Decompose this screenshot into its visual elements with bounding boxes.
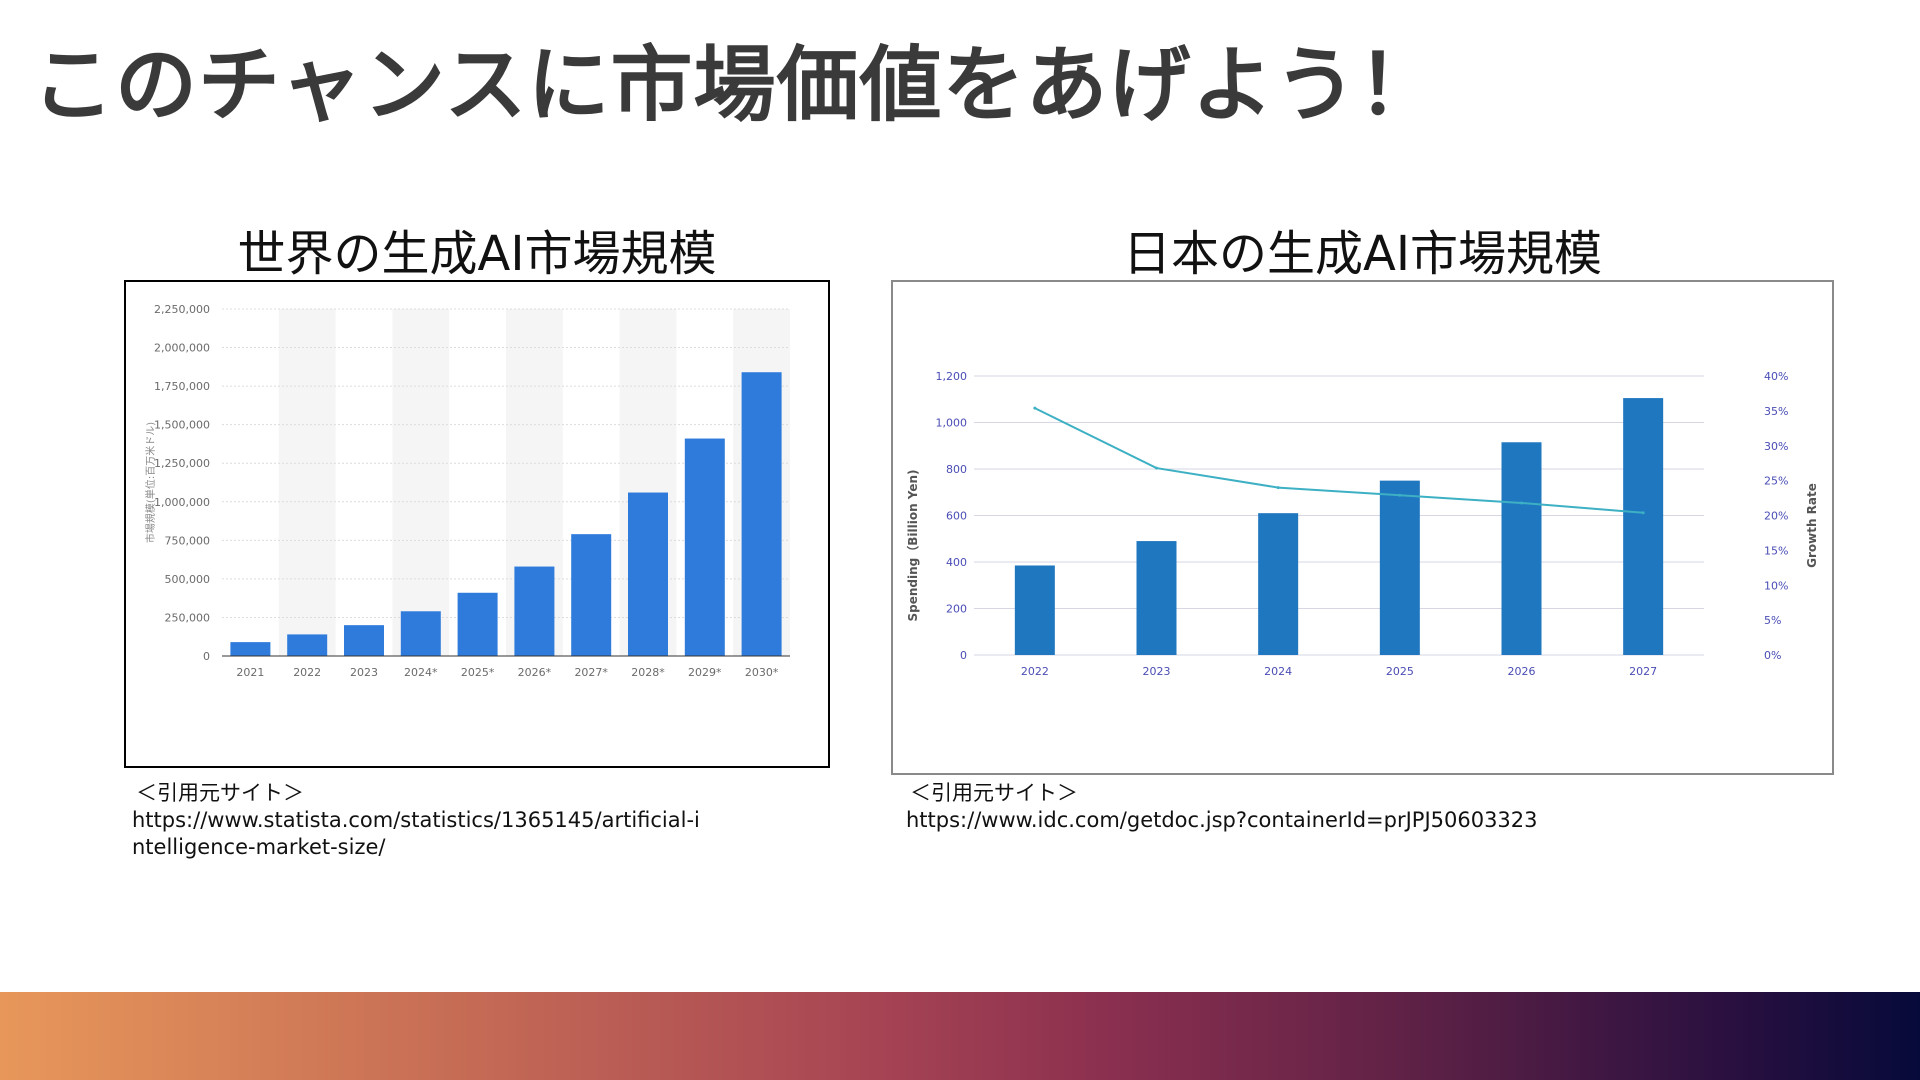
left-chart-heading: 世界の生成AI市場規模 bbox=[237, 226, 717, 282]
bar bbox=[400, 611, 441, 656]
right-source-url[interactable]: https://www.idc.com/getdoc.jsp?container… bbox=[906, 808, 1538, 832]
y2-tick-label: 35% bbox=[1764, 405, 1788, 418]
bar bbox=[1379, 480, 1420, 655]
left-source: ＜引用元サイト＞ https://www.statista.com/statis… bbox=[132, 780, 712, 861]
x-tick-label: 2023 bbox=[350, 666, 378, 679]
y-tick-label: 500,000 bbox=[165, 573, 211, 586]
japan-market-chart: 0 200 400 600 800 1,000 1,200 0% 5% 10% 15% 20% 25% 3… bbox=[891, 280, 1834, 775]
left-source-label: ＜引用元サイト＞ bbox=[136, 781, 304, 805]
bar bbox=[1014, 565, 1055, 655]
growth-rate-point bbox=[1033, 406, 1037, 410]
growth-rate-point bbox=[1276, 486, 1280, 490]
y-tick-label: 1,500,000 bbox=[154, 419, 210, 432]
y-tick-label: 2,250,000 bbox=[154, 303, 210, 316]
right-source-label: ＜引用元サイト＞ bbox=[910, 781, 1078, 805]
x-tick-label: 2027* bbox=[574, 666, 608, 679]
bar bbox=[457, 592, 498, 656]
y-tick-label: 1,750,000 bbox=[154, 380, 210, 393]
y-tick-label: 200 bbox=[946, 603, 967, 616]
y2-tick-label: 10% bbox=[1764, 579, 1788, 592]
x-tick-label: 2022 bbox=[293, 666, 321, 679]
bar bbox=[1136, 541, 1177, 655]
x-tick-label: 2026 bbox=[1508, 665, 1536, 678]
x-tick-label: 2023 bbox=[1143, 665, 1171, 678]
y-tick-label: 1,200 bbox=[936, 370, 968, 383]
growth-rate-point bbox=[1520, 501, 1523, 505]
y-tick-label: 1,000,000 bbox=[154, 496, 210, 509]
y2-tick-label: 15% bbox=[1764, 544, 1788, 557]
x-tick-label: 2029* bbox=[688, 666, 722, 679]
bar bbox=[514, 566, 555, 656]
y-tick-label: 1,000 bbox=[936, 417, 968, 430]
y2-tick-label: 20% bbox=[1764, 510, 1788, 523]
bar bbox=[230, 642, 271, 656]
x-tick-label: 2028* bbox=[631, 666, 665, 679]
global-market-chart-svg: 0 250,000 500,000 750,000 1,000,000 1,250,000… bbox=[144, 303, 790, 679]
x-tick-label: 2025* bbox=[461, 666, 495, 679]
column-band bbox=[392, 309, 450, 656]
bar bbox=[344, 625, 384, 656]
global-market-chart: 0 250,000 500,000 750,000 1,000,000 1,250,000… bbox=[124, 280, 830, 768]
y-axis-label: Spending（Billion Yen) bbox=[905, 469, 920, 621]
y-tick-label: 800 bbox=[946, 463, 967, 476]
y2-tick-label: 40% bbox=[1764, 370, 1788, 383]
growth-rate-line bbox=[1034, 407, 1644, 514]
growth-rate-point bbox=[1641, 511, 1645, 515]
right-source: ＜引用元サイト＞ https://www.idc.com/getdoc.jsp?… bbox=[906, 780, 1806, 834]
column-band bbox=[278, 309, 336, 656]
left-source-url[interactable]: https://www.statista.com/statistics/1365… bbox=[132, 808, 700, 859]
y2-axis-label: Growth Rate bbox=[1805, 483, 1819, 568]
y-tick-label: 2,000,000 bbox=[154, 342, 210, 355]
bar bbox=[741, 372, 782, 656]
y2-tick-label: 5% bbox=[1764, 614, 1781, 627]
growth-rate-point bbox=[1155, 466, 1158, 470]
bar bbox=[684, 438, 725, 656]
bar bbox=[571, 534, 612, 656]
y-tick-label: 400 bbox=[946, 556, 967, 569]
y-tick-label: 250,000 bbox=[165, 611, 211, 624]
x-tick-label: 2024* bbox=[404, 666, 438, 679]
bar bbox=[628, 492, 668, 656]
x-tick-label: 2024 bbox=[1264, 665, 1292, 678]
x-tick-label: 2022 bbox=[1021, 665, 1049, 678]
y2-tick-label: 25% bbox=[1764, 475, 1788, 488]
bar bbox=[1258, 513, 1299, 655]
y-tick-label: 750,000 bbox=[165, 534, 211, 547]
y-tick-label: 600 bbox=[946, 510, 967, 523]
y2-tick-label: 0% bbox=[1764, 649, 1781, 662]
x-tick-label: 2027 bbox=[1629, 665, 1657, 678]
bar bbox=[287, 634, 328, 656]
bar bbox=[1623, 398, 1664, 655]
right-chart-heading: 日本の生成AI市場規模 bbox=[1123, 226, 1602, 282]
x-tick-label: 2021 bbox=[236, 666, 264, 679]
bar bbox=[1501, 442, 1542, 655]
y-tick-label: 0 bbox=[960, 649, 967, 662]
x-tick-label: 2030* bbox=[745, 666, 779, 679]
y2-tick-label: 30% bbox=[1764, 440, 1788, 453]
bottom-gradient-band bbox=[0, 992, 1920, 1080]
growth-rate-point bbox=[1398, 493, 1402, 497]
x-tick-label: 2026* bbox=[518, 666, 552, 679]
japan-market-chart-svg: 0 200 400 600 800 1,000 1,200 0% 5% 10% 15% 20% 25% 3… bbox=[905, 370, 1819, 678]
x-tick-label: 2025 bbox=[1386, 665, 1414, 678]
y-axis-label: 市場規模(単位:百万米ドル) bbox=[144, 422, 157, 543]
y-tick-label: 1,250,000 bbox=[154, 457, 210, 470]
slide-title: このチャンスに市場価値をあげよう！ bbox=[32, 38, 1441, 133]
y-tick-label: 0 bbox=[203, 650, 210, 663]
